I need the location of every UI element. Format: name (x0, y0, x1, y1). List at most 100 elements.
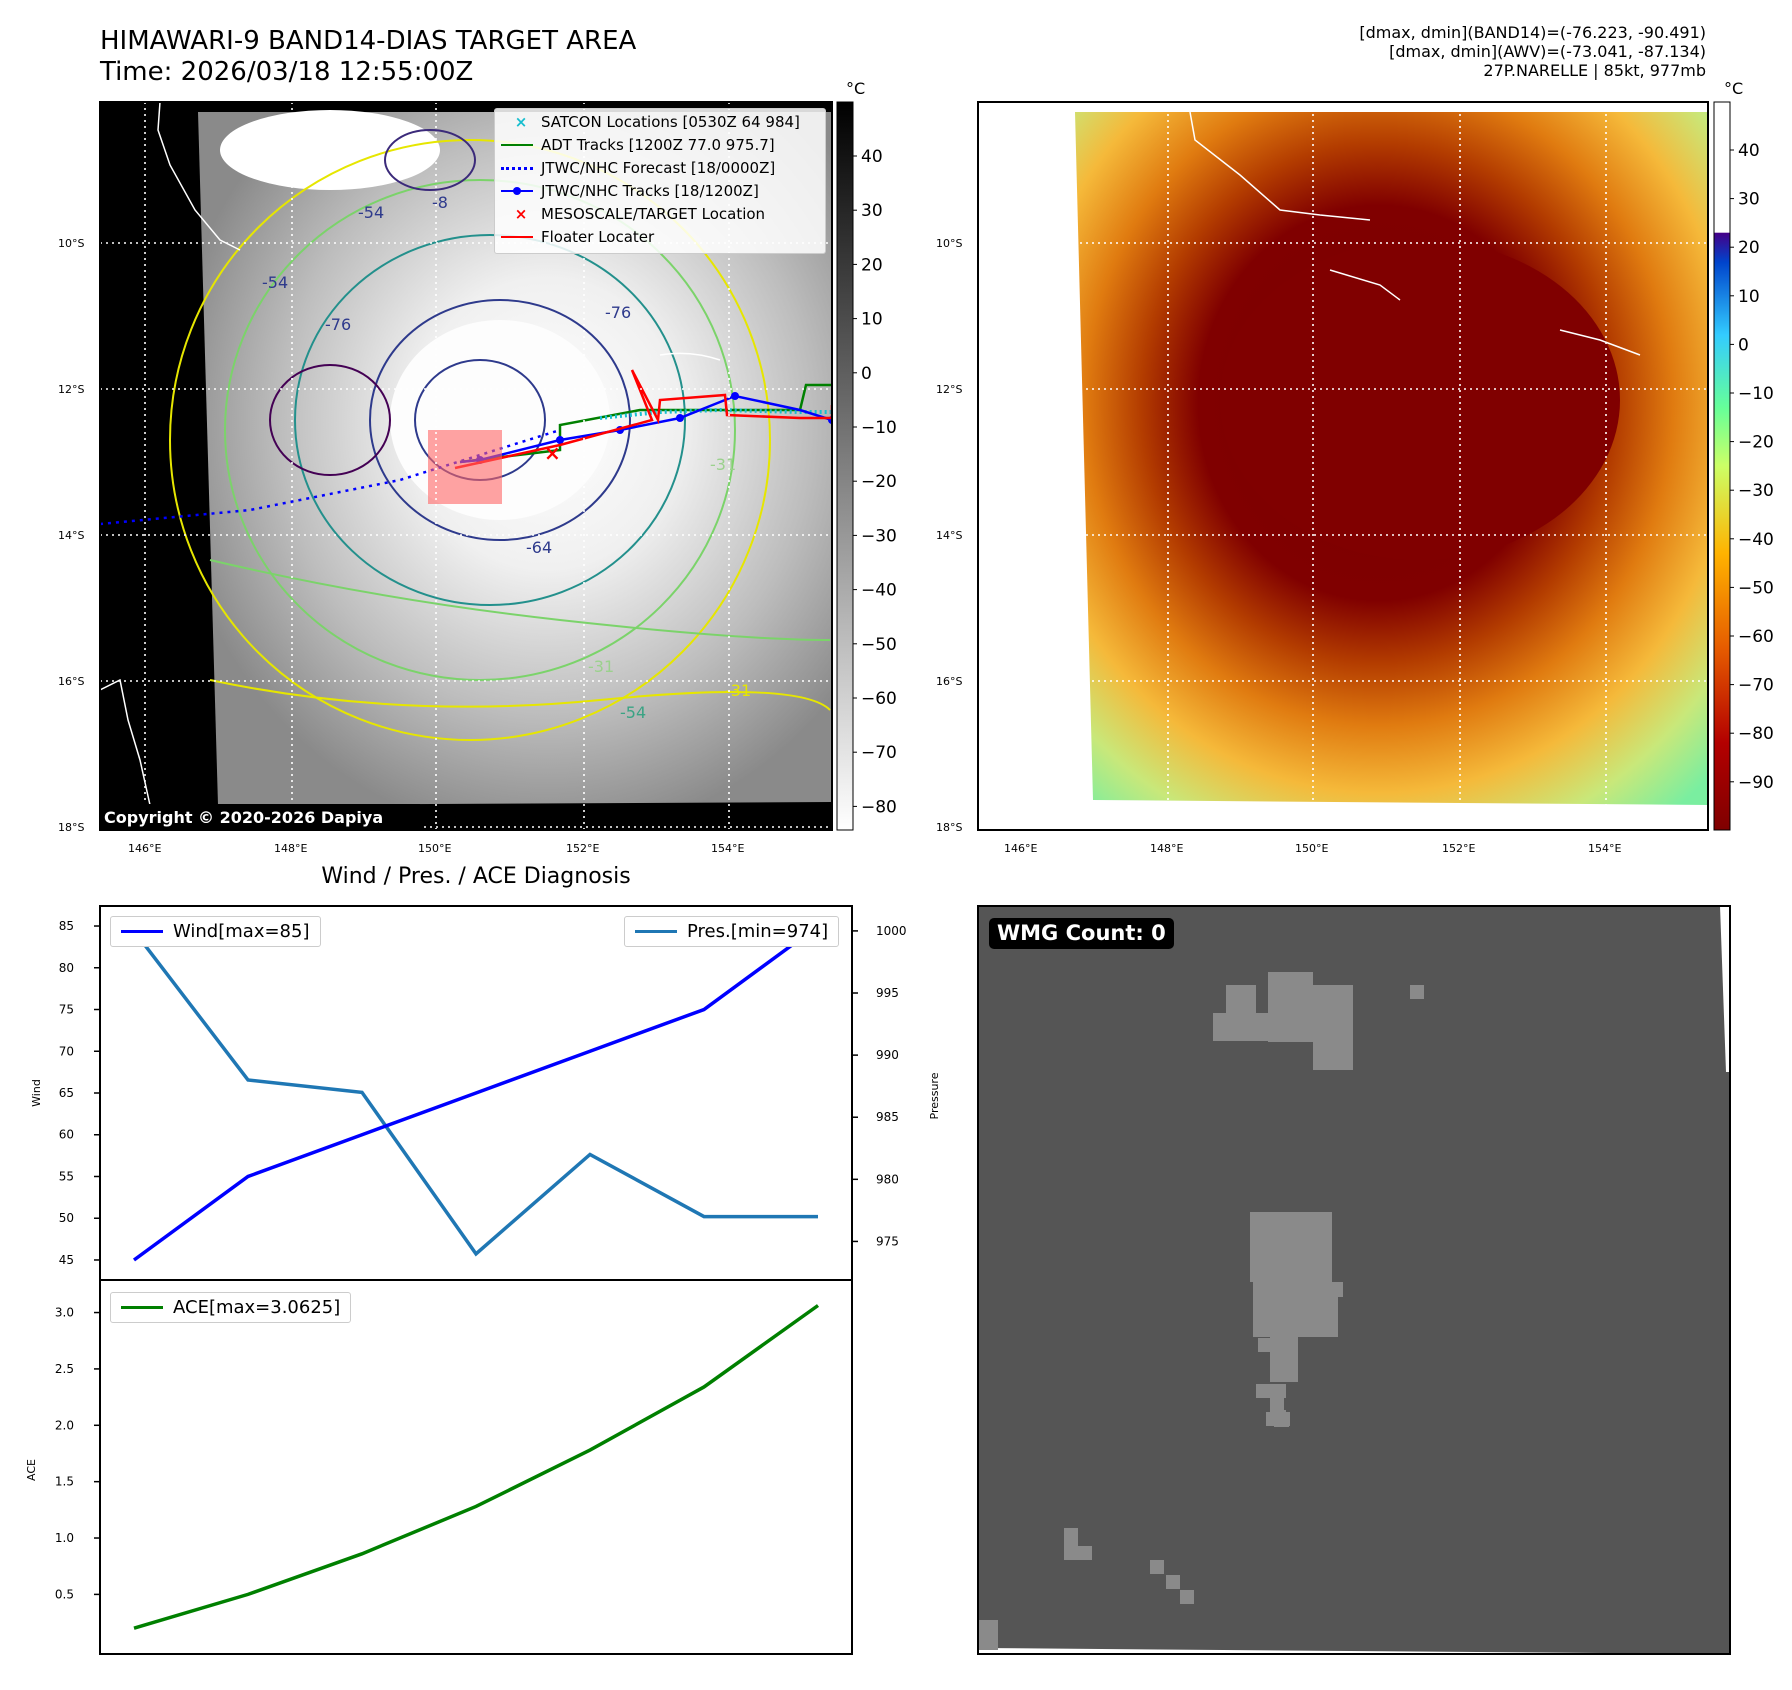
colorbar-tick-label: 0 (1738, 335, 1749, 355)
info-line-3: 27P.NARELLE | 85kt, 977mb (1483, 61, 1706, 80)
lat-label: 12°S (936, 383, 962, 396)
wmg-cell (1253, 1282, 1343, 1297)
lon-label: 152°E (566, 842, 599, 855)
wmg-cell (1213, 1013, 1268, 1041)
ace-legend-label: ACE[max=3.0625] (173, 1297, 341, 1318)
wind-ytick-label: 50 (59, 1211, 74, 1225)
colorbar-tick-label: 10 (1738, 287, 1760, 307)
wind-ytick-label: 75 (59, 1003, 74, 1017)
ace-ytick-label: 0.5 (55, 1587, 74, 1601)
copyright-text: Copyright © 2020-2026 Dapiya (104, 808, 383, 827)
lat-label: 14°S (936, 529, 962, 542)
legend-label: JTWC/NHC Forecast [18/0000Z] (541, 159, 776, 177)
pres-legend-label: Pres.[min=974] (687, 921, 829, 942)
contour-label: -8 (432, 193, 448, 212)
legend-item-adt: ADT Tracks [1200Z 77.0 975.7] (501, 136, 775, 154)
cloud-top-north (220, 110, 440, 190)
colorbar-tick-label: −80 (1738, 724, 1774, 744)
contour-purple-1 (269, 364, 391, 476)
title-line-1: HIMAWARI-9 BAND14-DIAS TARGET AREA (100, 26, 637, 56)
target-location-marker: × (544, 441, 561, 465)
colorbar-tick-label: −90 (1738, 773, 1774, 793)
lon-label: 150°E (1295, 842, 1328, 855)
wmg-panel (977, 905, 1731, 1655)
lat-label: 18°S (936, 821, 962, 834)
wind-series-line (132, 924, 820, 1262)
colorbar-tick-label: 40 (861, 147, 883, 167)
wmg-cell (1150, 1560, 1164, 1574)
awv-axis-labels: 10°S 12°S 14°S 16°S 18°S 146°E 148°E 150… (936, 237, 1621, 855)
pressure-ytick-label: 1000 (876, 924, 907, 938)
legend-line (501, 236, 533, 238)
contour-label: -54 (358, 203, 384, 222)
wmg-bottom-white (978, 1648, 1730, 1654)
legend-item-target: × MESOSCALE/TARGET Location (501, 205, 765, 223)
colorbar-tick-label: −50 (1738, 578, 1774, 598)
contour-label: -31 (725, 681, 751, 700)
contour-yellow (169, 139, 771, 741)
legend-line (501, 144, 533, 146)
band14-colorbar: °C 40 30 20 10 0 −10 −20 −30 −40 −50 −60 −70 −80 (836, 80, 897, 831)
awv-gridlines (978, 102, 1708, 830)
contour-navy-outer (369, 299, 631, 541)
contour-purple-2 (384, 129, 476, 191)
mesoscale-target-box (428, 430, 502, 504)
floater-locater-line (454, 369, 832, 470)
wind-ytick-label: 80 (59, 961, 74, 975)
ace-ytick-label: 1.5 (55, 1475, 74, 1489)
coastline-qld (100, 678, 151, 806)
wmg-frame (977, 905, 1731, 1655)
wmg-cell (1270, 1337, 1298, 1382)
colorbar-tick-label: −10 (1738, 384, 1774, 404)
ace-legend-line (121, 1306, 163, 1309)
pres-legend-line (635, 930, 677, 933)
colorbar-tick-label: −20 (1738, 433, 1774, 453)
map-frame (99, 101, 833, 831)
ace-ytick-label: 1.0 (55, 1531, 74, 1545)
contour-teal (294, 234, 686, 606)
coastline-png (157, 102, 241, 251)
wmg-cell (1275, 1412, 1287, 1424)
colorbar-tick-label: −10 (861, 418, 897, 438)
contour-yellow-band (209, 679, 831, 711)
awv-colorbar-gradient (1713, 101, 1731, 831)
legend-item-floater: Floater Locater (501, 228, 654, 246)
pressure-axis-label: Pressure (928, 1072, 941, 1119)
colorbar-gradient (836, 101, 854, 831)
wmg-cell (1226, 985, 1256, 1015)
lat-label: 14°S (58, 529, 84, 542)
wmg-background (978, 906, 1730, 1654)
lon-label: 148°E (274, 842, 307, 855)
lon-label: 154°E (1588, 842, 1621, 855)
diagnosis-chart: 45 50 55 60 65 70 75 80 85 975 980 985 990 995 1000 0.5… (25, 905, 941, 1655)
colorbar-tick-label: −30 (1738, 481, 1774, 501)
main-title: HIMAWARI-9 BAND14-DIAS TARGET AREA Time:… (100, 26, 636, 88)
contour-label: -31 (710, 455, 736, 474)
wind-ytick-label: 70 (59, 1044, 74, 1058)
awv-coastline-png (1189, 111, 1371, 221)
wmg-count-badge: WMG Count: 0 (989, 918, 1174, 949)
wmg-cell (1064, 1546, 1092, 1560)
wmg-cell (1313, 1025, 1353, 1070)
contour-label-group: -54 -54 -76 -76 -64 -31 -31 -54 -31 -8 (262, 193, 751, 722)
legend-marker-x: × (514, 113, 528, 131)
wmg-cell (1166, 1575, 1180, 1589)
title-line-2: Time: 2026/03/18 12:55:00Z (100, 57, 474, 87)
legend-dot (513, 187, 521, 195)
wind-ytick-label: 55 (59, 1169, 74, 1183)
legend-line (501, 166, 533, 170)
wmg-cell (1410, 985, 1424, 999)
ace-ytick-label: 3.0 (55, 1306, 74, 1320)
lon-label: 152°E (1442, 842, 1475, 855)
legend-label: ADT Tracks [1200Z 77.0 975.7] (541, 136, 775, 154)
wmg-edge-white (1720, 906, 1730, 1072)
wind-ytick-label: 65 (59, 1086, 74, 1100)
wmg-cell (1180, 1590, 1194, 1604)
lat-label: 12°S (58, 383, 84, 396)
awv-colorbar-ticks: 40 30 20 10 0 −10 −20 −30 −40 −50 −60 −70 −80 −90 (1730, 141, 1774, 793)
colorbar-tick-label: 40 (1738, 141, 1760, 161)
legend-item-forecast: JTWC/NHC Forecast [18/0000Z] (501, 159, 775, 177)
info-line-2: [dmax, dmin](AWV)=(-73.041, -87.134) (1389, 42, 1706, 61)
wmg-cell (1256, 1384, 1286, 1398)
contour-label: -76 (605, 303, 631, 322)
